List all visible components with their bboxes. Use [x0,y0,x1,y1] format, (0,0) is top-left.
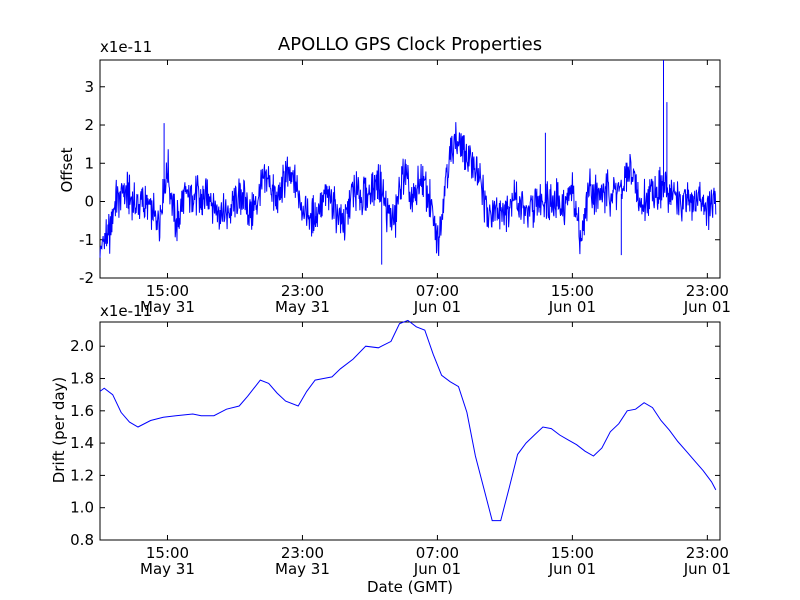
y-tick-label: -2 [79,269,94,287]
drift-xlabel: Date (GMT) [367,578,453,596]
x-tick-date-label: May 31 [140,560,195,578]
x-tick-time-label: 23:00 [281,282,324,300]
x-tick-time-label: 23:00 [686,544,729,562]
x-tick-date-label: Jun 01 [413,560,461,578]
x-tick-date-label: Jun 01 [548,298,596,316]
x-tick-date-label: Jun 01 [683,298,731,316]
x-tick-time-label: 15:00 [551,544,594,562]
y-tick-label: -1 [79,231,94,249]
x-tick-date-label: Jun 01 [413,298,461,316]
y-tick-label: 1.0 [70,499,94,517]
y-tick-label: 1.6 [70,402,94,420]
drift-y-ticks: 0.8 1.0 1.2 1.4 1.6 1.8 2.0 [70,337,720,549]
offset-ylabel: Offset [58,147,76,192]
offset-y-ticks: -2 -1 0 1 2 3 [79,78,720,287]
drift-panel: x1e-11 Drift (per day) Date (GMT) 0.8 1.0… [50,302,731,596]
y-tick-label: 1 [84,154,94,172]
x-tick-date-label: May 31 [140,298,195,316]
offset-multiplier: x1e-11 [100,38,152,56]
x-tick-time-label: 23:00 [281,544,324,562]
x-tick-time-label: 15:00 [551,282,594,300]
drift-series-line [99,319,717,522]
y-tick-label: 1.2 [70,466,94,484]
x-tick-date-label: May 31 [275,298,330,316]
x-tick-date-label: May 31 [275,560,330,578]
x-tick-time-label: 23:00 [686,282,729,300]
drift-multiplier: x1e-11 [100,302,152,320]
x-tick-time-label: 07:00 [416,282,459,300]
x-tick-time-label: 07:00 [416,544,459,562]
drift-ylabel: Drift (per day) [50,377,68,484]
y-tick-label: 0.8 [70,531,94,549]
drift-axes-frame [99,321,721,541]
chart-title: APOLLO GPS Clock Properties [278,34,542,55]
y-tick-label: 2.0 [70,337,94,355]
y-tick-label: 1.4 [70,434,94,452]
offset-axes-frame [99,59,721,279]
offset-series-line [99,60,717,265]
y-tick-label: 2 [84,116,94,134]
x-tick-date-label: Jun 01 [683,560,731,578]
x-tick-time-label: 15:00 [146,282,189,300]
y-tick-label: 0 [84,193,94,211]
y-tick-label: 3 [84,78,94,96]
y-tick-label: 1.8 [70,370,94,388]
x-tick-time-label: 15:00 [146,544,189,562]
x-tick-date-label: Jun 01 [548,560,596,578]
